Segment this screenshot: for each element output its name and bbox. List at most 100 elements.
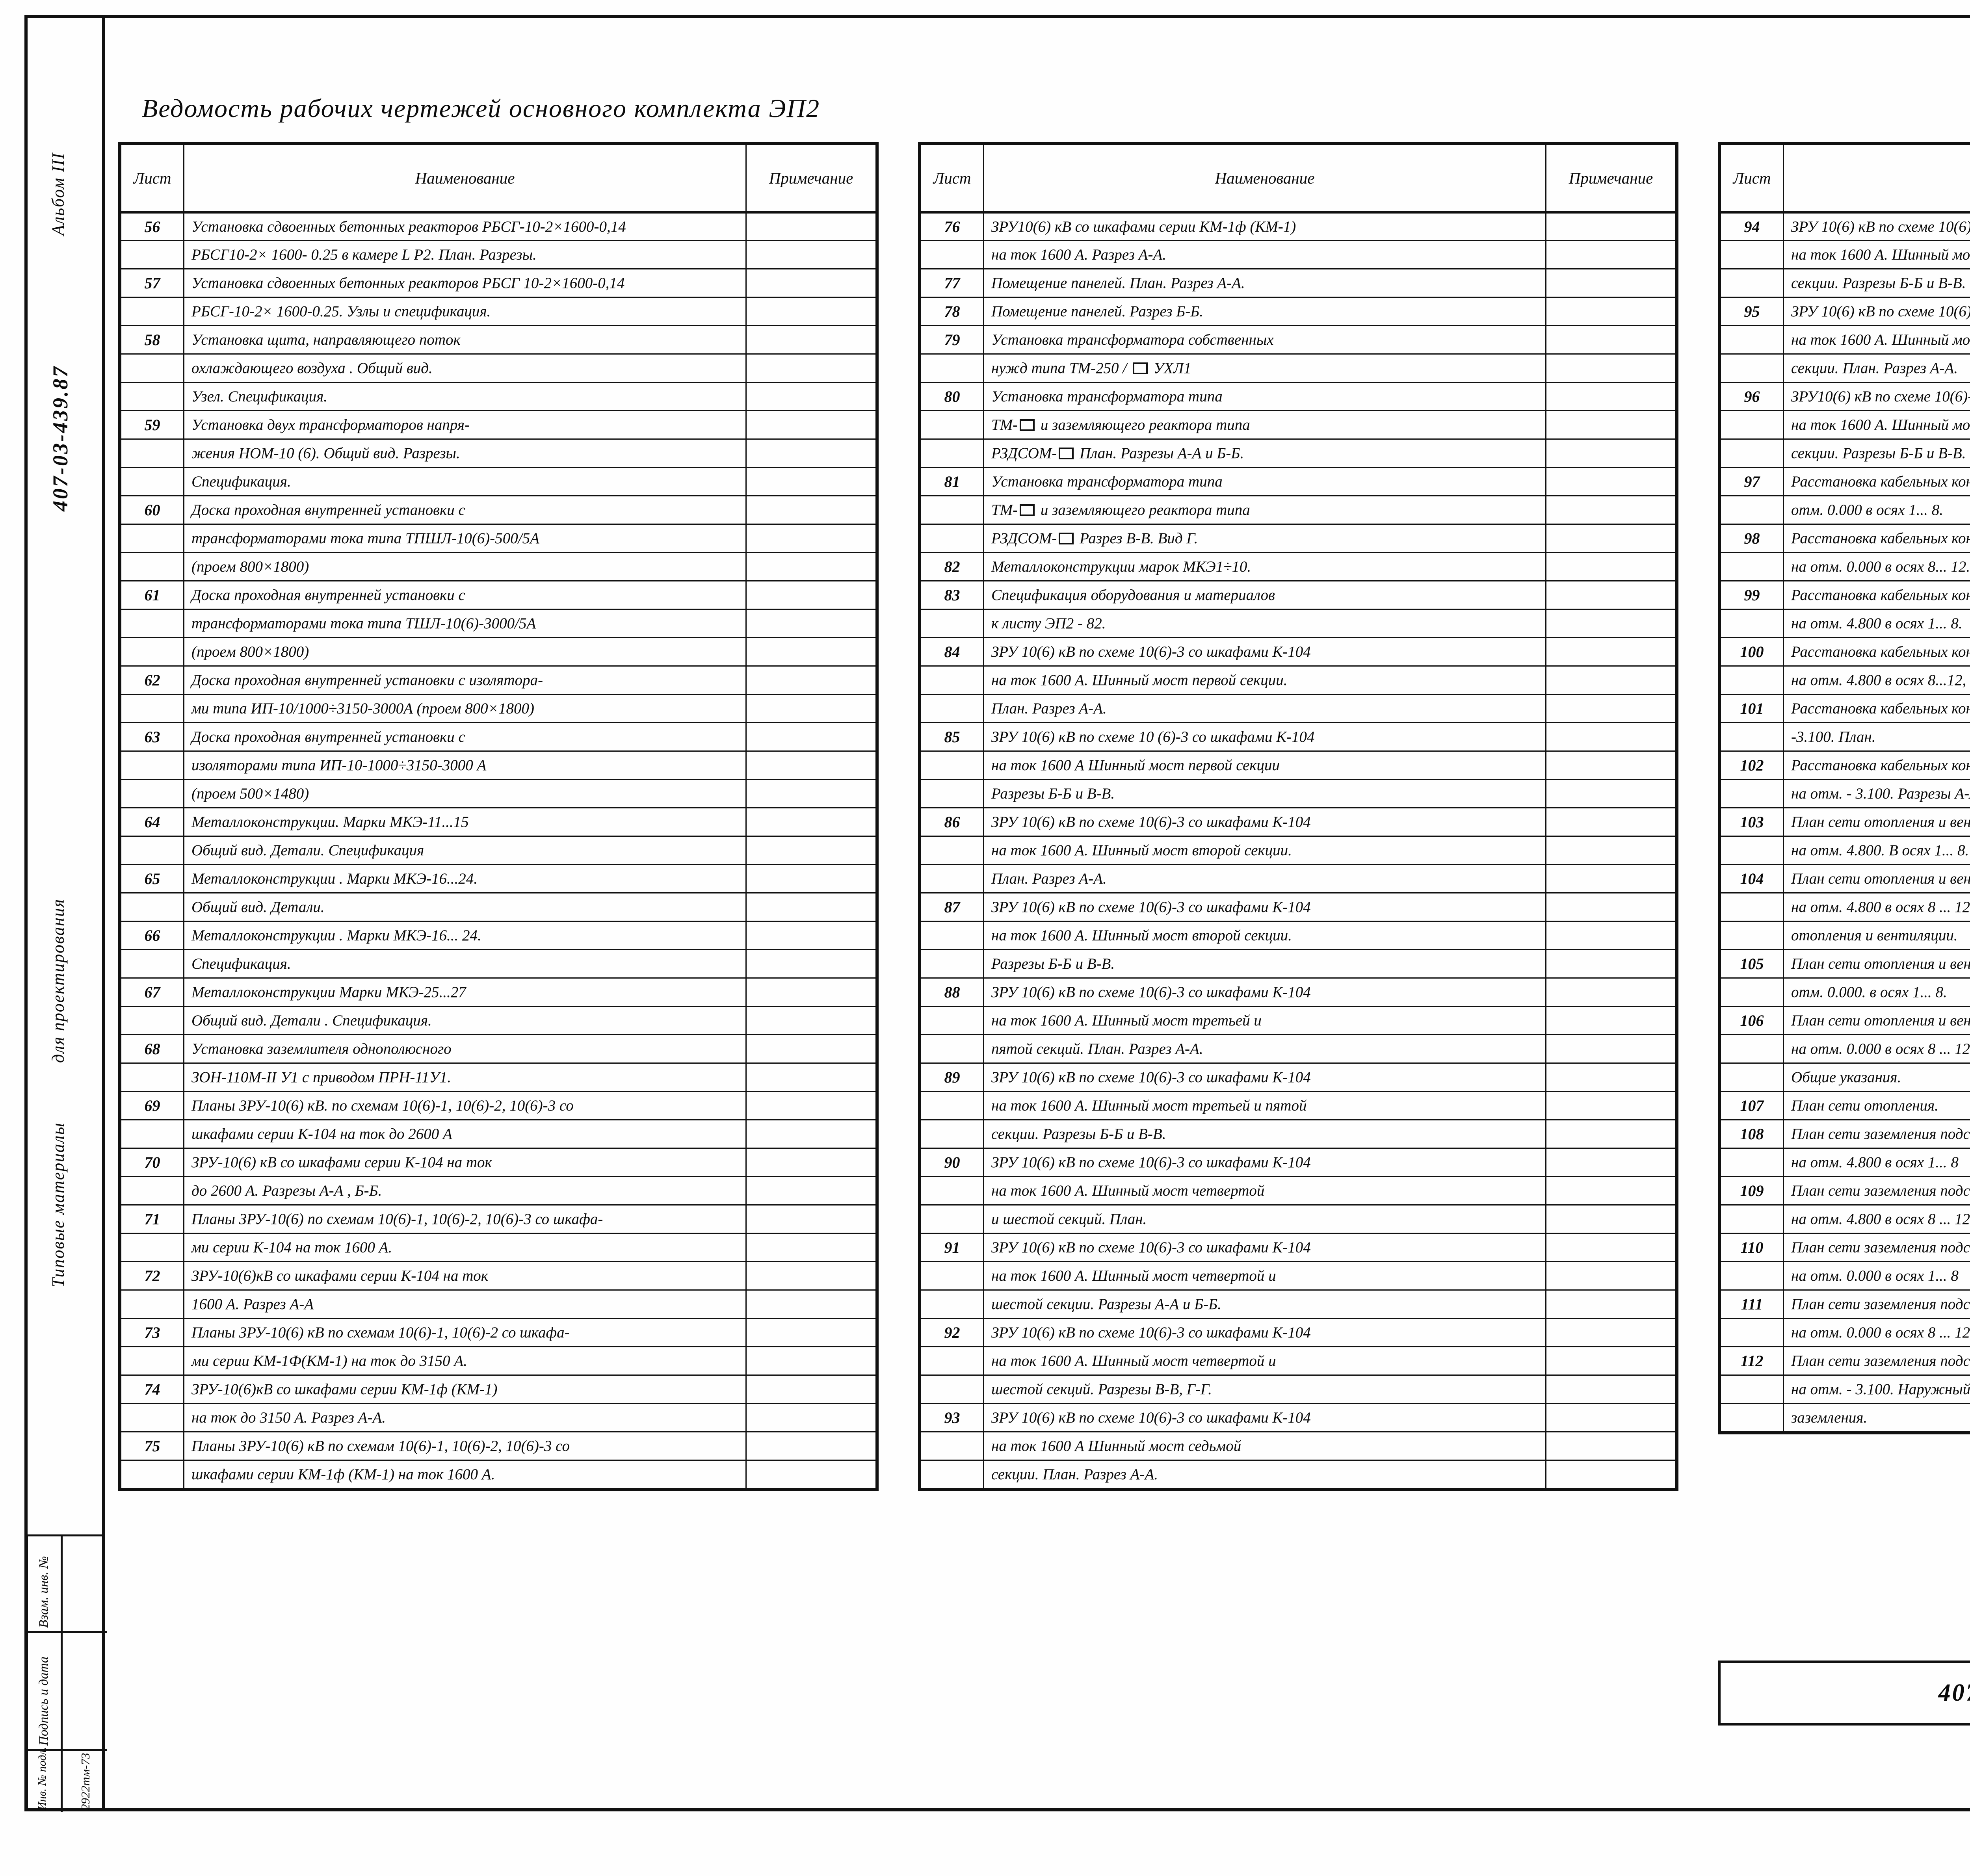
series-code: 407-03-439.87 — [48, 365, 72, 511]
table-row: на ток 1600 А. Шинный мост восьмой — [1720, 410, 1970, 440]
table-row: РЗДСОМ- План. Разрезы А-А и Б-Б. — [920, 438, 1676, 468]
row-drawing-name: План сети отопления и вентиляции — [1783, 1006, 1970, 1035]
table-row: (проем 800×1800) — [120, 552, 877, 581]
row-note — [1545, 1261, 1676, 1291]
row-drawing-name: секции. План. Разрез А-А. — [983, 1460, 1546, 1489]
row-drawing-name: Помещение панелей. План. Разрез А-А. — [983, 268, 1546, 298]
row-note — [1545, 1460, 1676, 1489]
row-note — [745, 495, 877, 525]
row-note — [745, 949, 877, 979]
row-note — [1545, 609, 1676, 638]
row-sheet-number: 78 — [920, 297, 984, 326]
row-drawing-name: на отм. 4.800 в осях 8 ... 12 — [1783, 1204, 1970, 1234]
row-note — [1545, 580, 1676, 610]
row-note — [1545, 722, 1676, 752]
row-sheet-number: 75 — [120, 1431, 184, 1461]
table-row: 71 Планы ЗРУ-10(6) по схемам 10(6)-1, 10(… — [120, 1204, 877, 1234]
table-row: на ток до 3150 А. Разрез А-А. — [120, 1403, 877, 1432]
row-note — [745, 1403, 877, 1432]
row-sheet-number-empty — [120, 1176, 184, 1205]
row-sheet-number: 107 — [1720, 1091, 1784, 1120]
row-sheet-number-empty — [920, 836, 984, 865]
row-note — [1545, 892, 1676, 922]
table-row: секции. План. Разрез А-А. — [1720, 353, 1970, 383]
row-note — [745, 438, 877, 468]
row-drawing-name: ЗРУ 10(6) кВ по схеме 10(6)-3 со шкафами… — [983, 977, 1546, 1007]
row-sheet-number: 106 — [1720, 1006, 1784, 1035]
row-drawing-name: заземления. — [1783, 1403, 1970, 1432]
row-drawing-name: трансформаторами тока типа ТПШЛ-10(6)-50… — [183, 524, 747, 553]
row-drawing-name: отм. 0.000. в осях 1... 8. — [1783, 977, 1970, 1007]
row-note — [745, 353, 877, 383]
row-note — [1545, 807, 1676, 837]
row-note — [745, 1233, 877, 1262]
row-sheet-number-empty — [920, 495, 984, 525]
row-drawing-name: на отм. 0.000 в осях 1... 8 — [1783, 1261, 1970, 1291]
row-sheet-number-empty — [1720, 325, 1784, 355]
title-block-code: 407-03-439.87 — [1938, 1679, 1970, 1706]
row-sheet-number: 58 — [120, 325, 184, 355]
row-sheet-number: 70 — [120, 1148, 184, 1177]
row-note — [745, 1006, 877, 1035]
title-block: 407-03-439.87 ЭП2 Лист 1,2 — [1718, 1661, 1970, 1726]
row-sheet-number-empty — [920, 1289, 984, 1319]
row-note — [745, 921, 877, 950]
row-sheet-number: 108 — [1720, 1119, 1784, 1149]
inventory-stamp-boxes: Взам. инв. № Подпись и дата Инв. № подл.… — [26, 1534, 107, 1812]
table-row: секции. Разрезы Б-Б и В-В. — [1720, 268, 1970, 298]
blank-square-placeholder — [1132, 362, 1148, 374]
row-drawing-name: нужд типа ТМ-250 / УХЛ1 — [983, 353, 1546, 383]
table-row: 70 ЗРУ-10(6) кВ со шкафами серии К-104 на… — [120, 1148, 877, 1177]
row-sheet-number: 110 — [1720, 1233, 1784, 1262]
table-row: на отм. 0.000 в осях 1... 8 — [1720, 1261, 1970, 1291]
table-row: на ток 1600 А. Разрез А-А. — [920, 240, 1676, 269]
row-note — [1545, 1062, 1676, 1092]
table-row: на отм. 4.800 в осях 8...12, на отм. -3.… — [1720, 665, 1970, 695]
row-drawing-name: План сети заземления подстанции — [1783, 1346, 1970, 1376]
row-sheet-number-empty — [920, 1431, 984, 1461]
row-drawing-name: Расстановка кабельных конструкций — [1783, 637, 1970, 667]
row-note — [745, 297, 877, 326]
row-drawing-name: охлаждающего воздуха . Общий вид. — [183, 353, 747, 383]
table-row: 68 Установка заземлителя однополюсного — [120, 1034, 877, 1064]
row-note — [1545, 1233, 1676, 1262]
table-row: жения НОМ-10 (6). Общий вид. Разрезы. — [120, 438, 877, 468]
row-drawing-name: Планы ЗРУ-10(6) кВ по схемам 10(6)-1, 10… — [183, 1318, 747, 1347]
row-sheet-number-empty — [920, 1460, 984, 1489]
table-row: отм. 0.000. в осях 1... 8. — [1720, 977, 1970, 1007]
table-row: на отм. - 3.100. Разрезы А-А и Б-Б. — [1720, 779, 1970, 808]
row-note — [745, 1460, 877, 1489]
table-row: отопления и вентиляции. — [1720, 921, 1970, 950]
row-sheet-number: 76 — [920, 212, 984, 241]
row-note — [745, 665, 877, 695]
row-drawing-name: Планы ЗРУ-10(6) по схемам 10(6)-1, 10(6)… — [183, 1204, 747, 1234]
row-sheet-number: 71 — [120, 1204, 184, 1234]
row-sheet-number-empty — [120, 1403, 184, 1432]
row-sheet-number-empty — [1720, 722, 1784, 752]
row-drawing-name: изоляторами типа ИП-10-1000÷3150-3000 А — [183, 750, 747, 780]
row-drawing-name: Доска проходная внутренней установки с — [183, 495, 747, 525]
row-note — [745, 325, 877, 355]
table-row: 1600 А. Разрез А-А — [120, 1289, 877, 1319]
row-sheet-number-empty — [920, 1374, 984, 1404]
left-stamp-strip: Альбом III 407-03-439.87 для проектирова… — [24, 15, 105, 1811]
table-row: на отм. 4.800 в осях 8 ... 12 — [1720, 1204, 1970, 1234]
row-note — [1545, 353, 1676, 383]
row-sheet-number-empty — [120, 1346, 184, 1376]
row-drawing-name: на ток 1600 А Шинный мост первой секции — [983, 750, 1546, 780]
row-sheet-number: 68 — [120, 1034, 184, 1064]
table-row: ЗОН-110М-II У1 с приводом ПРН-11У1. — [120, 1062, 877, 1092]
row-drawing-name: ЗРУ-10(6)кВ со шкафами серии К-104 на то… — [183, 1261, 747, 1291]
row-note — [1545, 1148, 1676, 1177]
row-sheet-number-empty — [920, 1006, 984, 1035]
row-drawing-name: Расстановка кабельных конструкций — [1783, 580, 1970, 610]
table-row: План. Разрез А-А. — [920, 694, 1676, 723]
row-sheet-number: 99 — [1720, 580, 1784, 610]
row-drawing-name: План. Разрез А-А. — [983, 694, 1546, 723]
table-row: нужд типа ТМ-250 / УХЛ1 — [920, 353, 1676, 383]
row-sheet-number: 100 — [1720, 637, 1784, 667]
row-sheet-number: 96 — [1720, 382, 1784, 411]
row-drawing-name: до 2600 А. Разрезы А-А , Б-Б. — [183, 1176, 747, 1205]
